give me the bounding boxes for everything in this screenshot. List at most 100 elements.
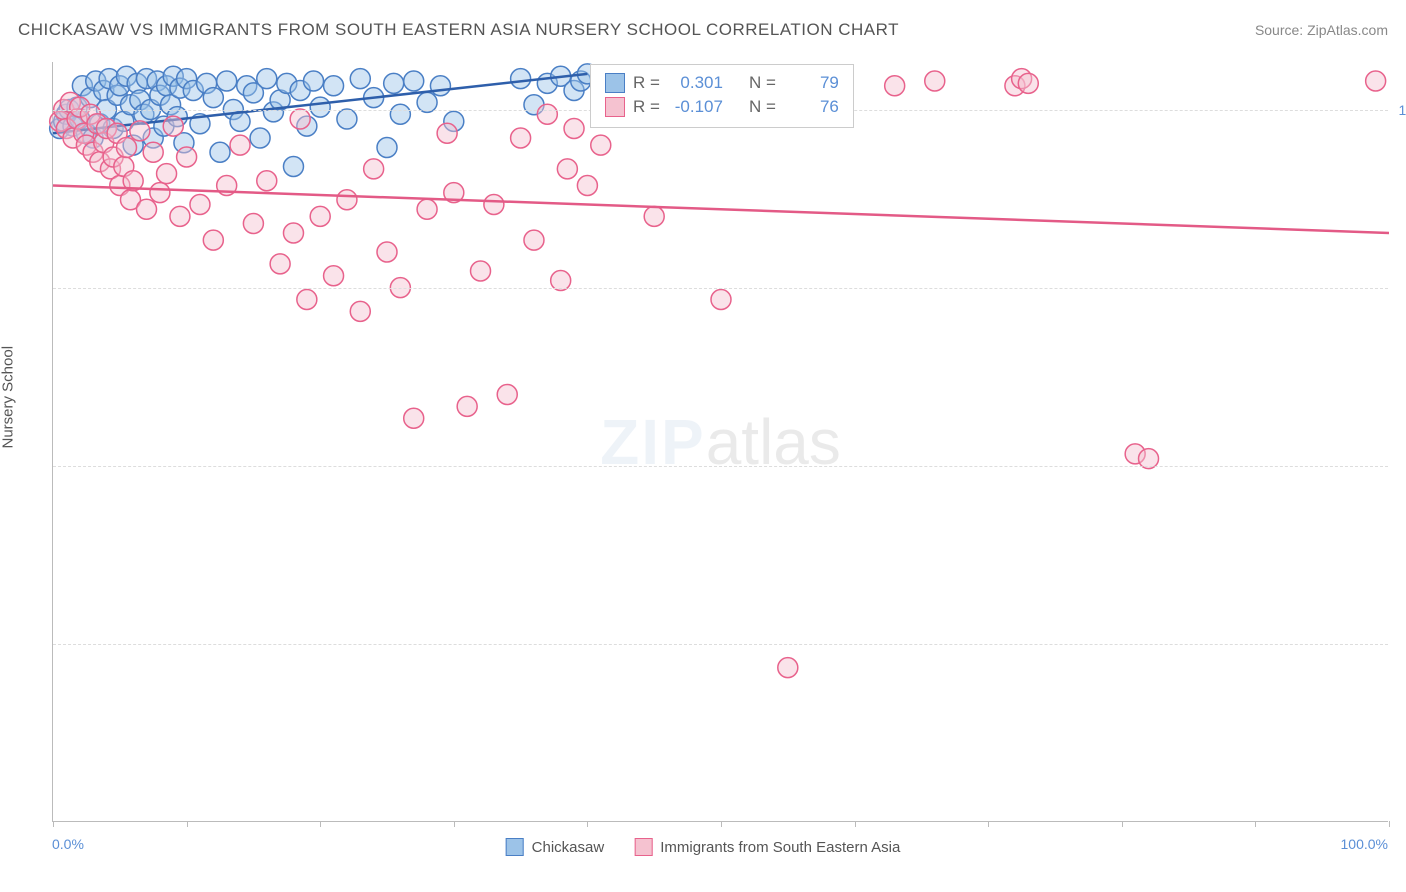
scatter-point [170,206,190,226]
n-value-1: 76 [784,97,839,117]
scatter-point [925,71,945,91]
scatter-point [437,123,457,143]
scatter-point [270,254,290,274]
scatter-point [564,119,584,139]
scatter-point [497,385,517,405]
scatter-point [203,230,223,250]
scatter-point [350,301,370,321]
r-value-0: 0.301 [668,73,723,93]
legend-label-0: Chickasaw [532,839,605,856]
scatter-point [457,396,477,416]
scatter-point [177,147,197,167]
bottom-legend: Chickasaw Immigrants from South Eastern … [506,838,901,856]
y-tick-label: 100.0% [1399,102,1406,118]
scatter-point [310,97,330,117]
scatter-point [404,71,424,91]
r-value-1: -0.107 [668,97,723,117]
scatter-point [337,190,357,210]
x-tick [1122,821,1123,827]
chart-title: CHICKASAW VS IMMIGRANTS FROM SOUTH EASTE… [18,20,899,40]
scatter-point [217,71,237,91]
scatter-point [1366,71,1386,91]
scatter-point [116,138,136,158]
scatter-point [150,183,170,203]
scatter-point [190,195,210,215]
n-value-0: 79 [784,73,839,93]
scatter-point [778,658,798,678]
scatter-point [377,242,397,262]
scatter-point [137,199,157,219]
scatter-point [257,171,277,191]
scatter-point [324,266,344,286]
scatter-point [644,206,664,226]
scatter-point [471,261,491,281]
stats-legend-box: R = 0.301 N = 79 R = -0.107 N = 76 [590,64,854,128]
scatter-point [350,69,370,89]
scatter-point [404,408,424,428]
legend-item-0: Chickasaw [506,838,605,856]
stats-row-series-0: R = 0.301 N = 79 [605,71,839,95]
scatter-point [337,109,357,129]
scatter-point [310,206,330,226]
x-axis-start-label: 0.0% [52,836,84,852]
grid-line [53,466,1388,467]
scatter-point [484,195,504,215]
scatter-point [283,223,303,243]
scatter-point [257,69,277,89]
x-tick [587,821,588,827]
scatter-point [163,116,183,136]
scatter-point [324,76,344,96]
scatter-point [557,159,577,179]
scatter-point [511,69,531,89]
scatter-point [511,128,531,148]
grid-line [53,644,1388,645]
x-tick [53,821,54,827]
scatter-point [390,104,410,124]
scatter-point [157,164,177,184]
legend-item-1: Immigrants from South Eastern Asia [634,838,900,856]
scatter-point [377,138,397,158]
grid-line [53,288,1388,289]
x-tick [454,821,455,827]
scatter-point [243,214,263,234]
scatter-point [384,73,404,93]
x-axis-end-label: 100.0% [1341,836,1388,852]
source-attribution: Source: ZipAtlas.com [1255,22,1388,38]
scatter-point [417,199,437,219]
scatter-point [524,230,544,250]
scatter-point [1018,73,1038,93]
scatter-point [364,159,384,179]
scatter-point [283,157,303,177]
scatter-point [230,135,250,155]
legend-swatch-0 [506,838,524,856]
x-tick [320,821,321,827]
legend-swatch-1 [634,838,652,856]
scatter-point [130,121,150,141]
stats-swatch-0 [605,73,625,93]
stats-swatch-1 [605,97,625,117]
scatter-point [143,142,163,162]
x-tick [721,821,722,827]
chart-header: CHICKASAW VS IMMIGRANTS FROM SOUTH EASTE… [18,20,1388,40]
y-axis-label: Nursery School [0,346,17,449]
scatter-point [297,290,317,310]
scatter-point [203,88,223,108]
scatter-point [537,104,557,124]
x-tick [988,821,989,827]
scatter-point [290,109,310,129]
scatter-point [711,290,731,310]
chart-plot-area: ZIPatlas 77.5%85.0%92.5%100.0% [52,62,1388,822]
scatter-point [885,76,905,96]
scatter-point [304,71,324,91]
x-tick [1389,821,1390,827]
scatter-point [591,135,611,155]
scatter-point [430,76,450,96]
scatter-point [250,128,270,148]
stats-row-series-1: R = -0.107 N = 76 [605,95,839,119]
chart-svg [53,62,1388,821]
x-tick [855,821,856,827]
x-tick [187,821,188,827]
scatter-point [210,142,230,162]
scatter-point [577,176,597,196]
x-tick [1255,821,1256,827]
